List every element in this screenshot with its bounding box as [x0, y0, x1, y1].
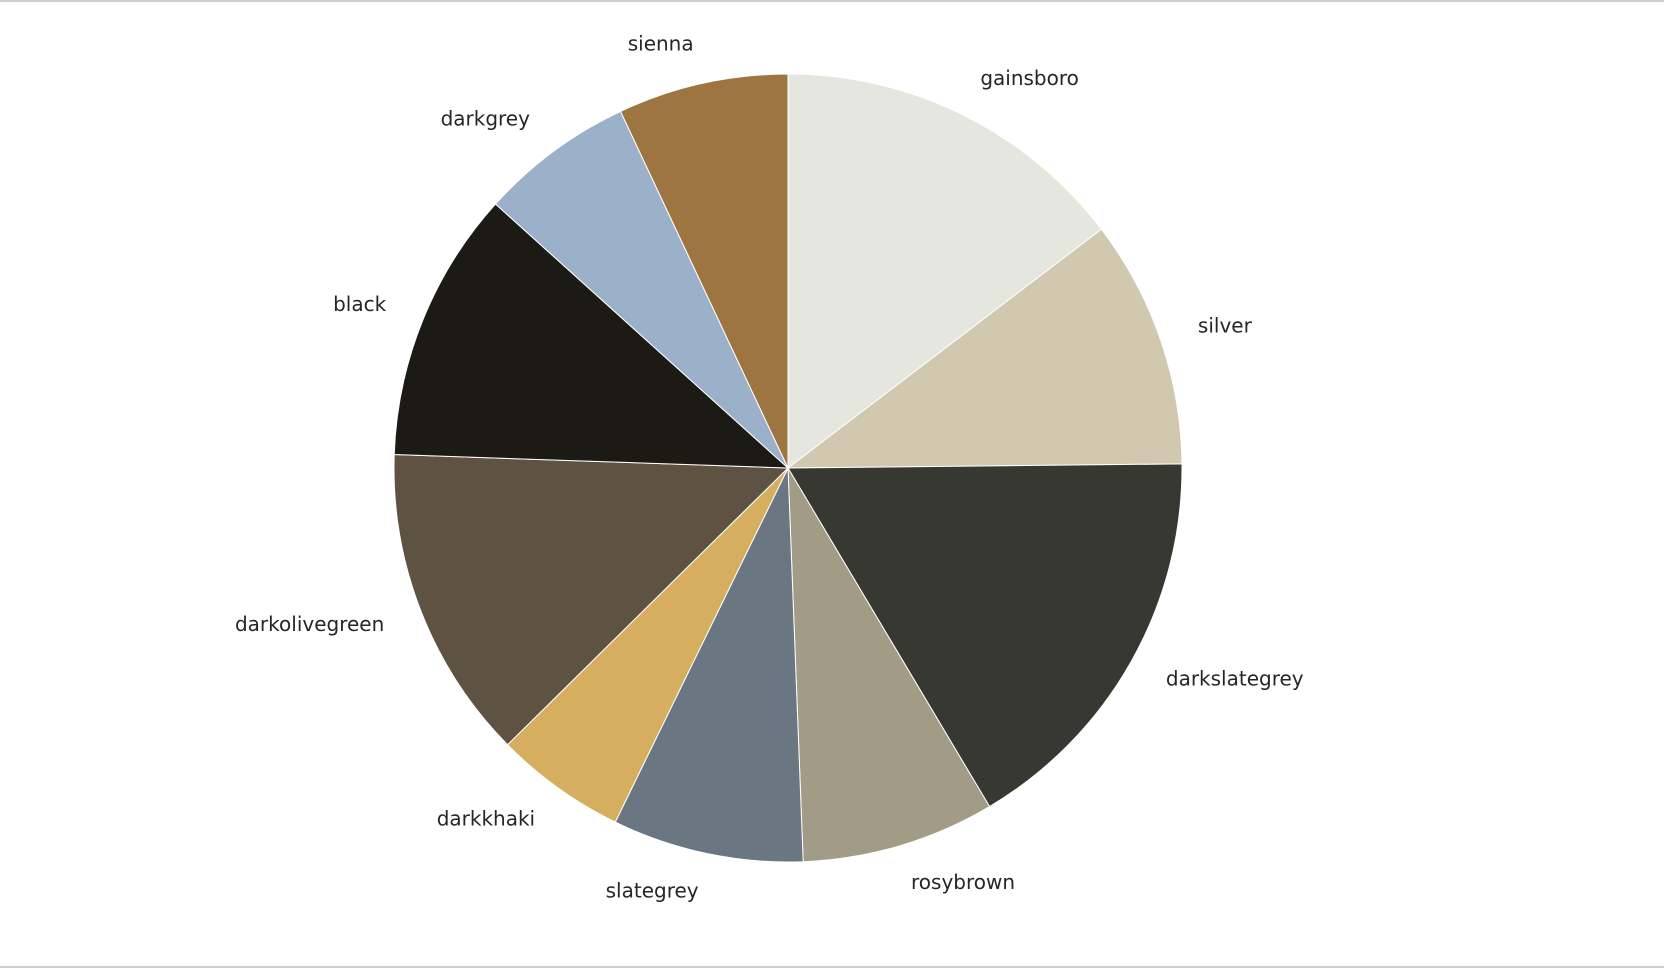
pie-slice-darkslategrey — [787, 463, 1183, 808]
pie-slice-rosybrown — [787, 467, 991, 863]
pie-label-slategrey: slategrey — [606, 879, 699, 903]
pie-label-sienna: sienna — [628, 32, 694, 56]
pie-label-gainsboro: gainsboro — [980, 66, 1079, 90]
pie-label-rosybrown: rosybrown — [911, 870, 1015, 894]
pie-slice-darkgrey — [494, 110, 789, 469]
pie-label-silver: silver — [1198, 314, 1253, 338]
pie-label-darkgrey: darkgrey — [441, 106, 531, 130]
pie-labels: gainsboro silver darkslategrey rosybrown sla… — [235, 32, 1304, 903]
pie-slice-black — [393, 203, 790, 469]
pie-label-darkslategrey: darkslategrey — [1166, 667, 1304, 691]
pie-slice-darkkhaki — [506, 467, 789, 823]
pie-slice-darkolivegreen — [393, 454, 790, 746]
pie-label-darkolivegreen: darkolivegreen — [235, 612, 384, 636]
pie-slice-silver — [786, 228, 1183, 469]
pie-label-black: black — [333, 292, 387, 316]
pie-label-darkkhaki: darkkhaki — [437, 806, 535, 830]
pie-slices — [393, 73, 1183, 863]
pie-slice-gainsboro — [787, 73, 1103, 470]
pie-slice-slategrey — [614, 467, 804, 863]
pie-slice-sienna — [619, 73, 789, 469]
